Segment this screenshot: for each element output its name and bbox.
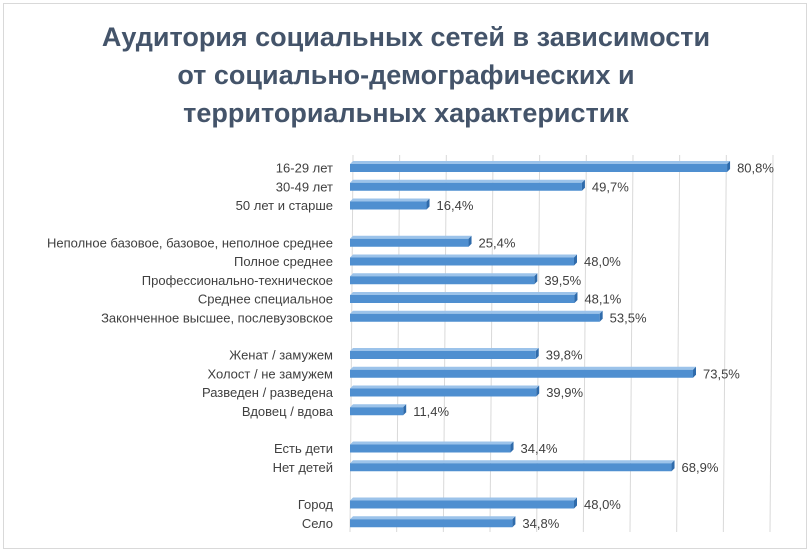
gridlines (349, 154, 774, 533)
data-label: 39,5% (544, 273, 581, 288)
data-label: 73,5% (703, 366, 740, 381)
data-label: 16,4% (437, 198, 474, 213)
data-label: 34,8% (522, 516, 559, 531)
bar-top (350, 441, 514, 445)
bar (350, 164, 728, 172)
bar (350, 500, 574, 509)
category-label: Законченное высшее, послевузовское (101, 310, 333, 325)
bar-side (536, 385, 540, 397)
gridline (489, 154, 494, 533)
data-label: 39,8% (546, 348, 583, 363)
bar (350, 238, 469, 247)
bar-side (574, 497, 577, 509)
category-label: Село (302, 516, 333, 531)
category-label: Нет детей (273, 460, 333, 475)
gridline (349, 154, 354, 533)
chart-title-line-2: от социально-демографических и (177, 60, 635, 90)
category-label: Профессионально-техническое (142, 273, 333, 288)
category-label: Неполное базовое, базовое, неполное сред… (47, 235, 333, 250)
category-label: Полное среднее (234, 254, 333, 269)
bar-top (350, 179, 585, 183)
chart-title: Аудитория социальных сетей в зависимости… (0, 18, 812, 132)
data-label: 48,0% (584, 497, 621, 512)
bar (350, 463, 672, 472)
data-label: 68,9% (682, 460, 719, 475)
bar (350, 182, 582, 191)
data-label: 34,4% (521, 441, 558, 456)
bar-side (727, 161, 731, 172)
category-label: 50 лет и старше (236, 198, 333, 213)
bar-top (350, 460, 675, 464)
bar (350, 276, 535, 285)
bar-top (350, 348, 539, 351)
bar-top (350, 161, 731, 164)
category-label: Холост / не замужем (207, 366, 333, 381)
data-label: 48,0% (584, 254, 621, 269)
bars (350, 161, 731, 528)
bar (350, 201, 427, 210)
data-label: 11,4% (413, 404, 449, 419)
bar-side (535, 348, 539, 359)
bar (350, 351, 536, 359)
bar-top (350, 516, 516, 520)
bar-top (350, 385, 540, 389)
bar-side (512, 516, 516, 528)
bar-top (350, 273, 538, 277)
bar-side (574, 254, 577, 266)
bar (350, 313, 600, 322)
bar-side (468, 235, 472, 247)
chart-title-line-3: территориальных характеристик (183, 98, 629, 128)
category-label: Вдовец / вдова (242, 404, 334, 419)
bar (350, 519, 513, 528)
bar-top (350, 198, 430, 202)
category-label: Разведен / разведена (202, 385, 334, 400)
bar (350, 295, 575, 303)
category-label: 16-29 лет (276, 161, 333, 176)
bar-side (693, 366, 696, 378)
bar-top (350, 254, 577, 258)
category-label: Город (298, 497, 334, 512)
bar (350, 388, 537, 397)
gridline (769, 154, 774, 533)
bar-side (671, 460, 675, 472)
bar (350, 407, 404, 416)
gridline (676, 154, 681, 533)
data-label: 48,1% (584, 292, 621, 307)
bar-top (350, 235, 472, 239)
bar (350, 444, 511, 453)
bar (350, 257, 574, 266)
bar-side (426, 198, 430, 210)
bar-side (581, 179, 585, 191)
gridline (629, 154, 634, 533)
chart-title-line-1: Аудитория социальных сетей в зависимости (101, 22, 711, 52)
bar-side (534, 273, 538, 285)
category-label: 30-49 лет (276, 179, 333, 194)
data-label: 49,7% (592, 179, 629, 194)
gridline (722, 154, 727, 533)
bar-top (350, 404, 407, 408)
bar-side (403, 404, 407, 416)
bar-side (510, 441, 514, 453)
labels: 16-29 лет 80,8% 30-49 лет 49,7% 50 лет и ста… (47, 161, 774, 531)
data-label: 39,9% (546, 385, 583, 400)
bar (350, 369, 693, 378)
bar-side (599, 310, 603, 322)
bar-top (350, 310, 603, 314)
bar-top (350, 497, 577, 501)
gridline (536, 154, 541, 533)
data-label: 53,5% (610, 310, 647, 325)
bar-top (350, 292, 578, 295)
category-label: Женат / замужем (229, 348, 333, 363)
data-label: 25,4% (479, 235, 516, 250)
data-label: 80,8% (737, 161, 774, 176)
category-label: Среднее специальное (198, 292, 333, 307)
gridline (582, 154, 587, 533)
bar-top (350, 366, 696, 370)
category-label: Есть дети (274, 441, 333, 456)
gridline (396, 154, 401, 533)
bar-side (574, 292, 578, 303)
